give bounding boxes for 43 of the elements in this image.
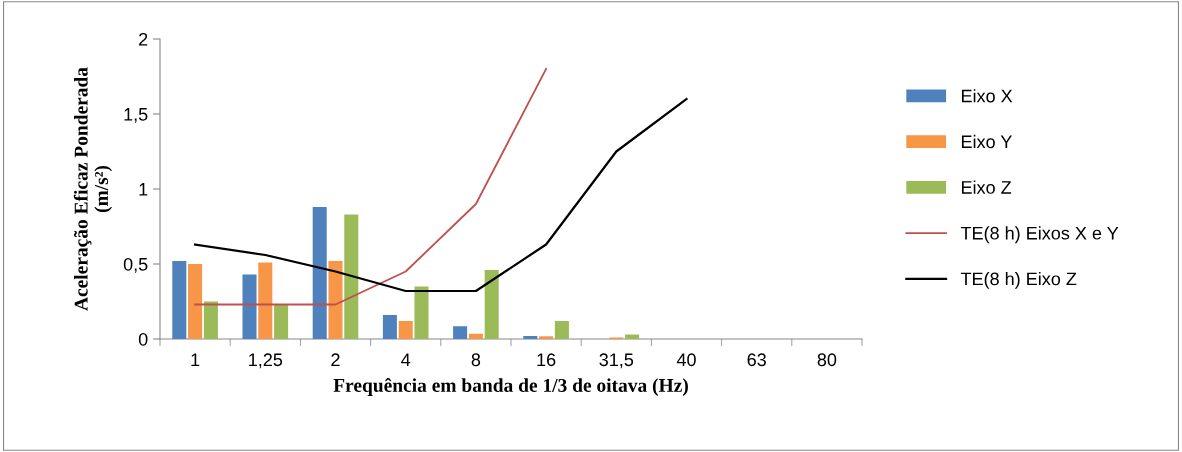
y-tick-label: 2	[139, 32, 148, 46]
x-tick-label: 2	[331, 353, 340, 366]
x-tick-label: 8	[471, 353, 481, 367]
bar	[312, 207, 327, 339]
y-tick-label: 0	[138, 332, 148, 346]
bar	[398, 321, 413, 339]
y-axis-title: Aceleração Eficaz Ponderada (m/s²)	[73, 67, 112, 311]
y-tick-label: 1,5	[124, 108, 148, 123]
x-tick-label: 31,5	[599, 353, 634, 369]
bar	[625, 334, 640, 339]
bar	[453, 326, 468, 339]
legend-label: Eixo Z	[961, 180, 1012, 194]
legend-label: Eixo X	[961, 89, 1013, 103]
bar	[203, 301, 218, 339]
bar	[344, 214, 359, 339]
bar	[382, 315, 397, 339]
x-tick-label: 1,25	[249, 353, 283, 369]
bar	[258, 262, 273, 339]
legend-label: Eixo Y	[961, 134, 1012, 149]
bar	[539, 336, 554, 339]
x-tick-label: 80	[817, 353, 837, 367]
y-tick-label: 1	[139, 183, 148, 196]
line-series	[193, 97, 688, 293]
bar	[188, 264, 203, 339]
bar	[484, 270, 499, 339]
bar	[172, 261, 187, 339]
legend-label: TE(8 h) Eixo Z	[960, 272, 1077, 289]
x-tick-label: 4	[401, 353, 411, 366]
bar	[242, 274, 257, 339]
x-tick-label: 40	[676, 353, 696, 367]
bar	[414, 286, 429, 339]
x-axis-title: Frequência em banda de 1/3 de oitava (Hz)	[333, 378, 688, 396]
line-series	[194, 68, 548, 306]
y-tick-label: 0,5	[123, 257, 148, 273]
bar	[328, 261, 343, 339]
legend-label: TE(8 h) Eixos X e Y	[960, 226, 1119, 244]
x-tick-label: 16	[537, 353, 556, 367]
bar	[274, 304, 289, 339]
x-tick-label: 1	[191, 353, 200, 366]
bar	[468, 333, 483, 339]
x-tick-label: 63	[747, 353, 766, 367]
bar	[523, 336, 538, 339]
bar	[554, 321, 569, 339]
